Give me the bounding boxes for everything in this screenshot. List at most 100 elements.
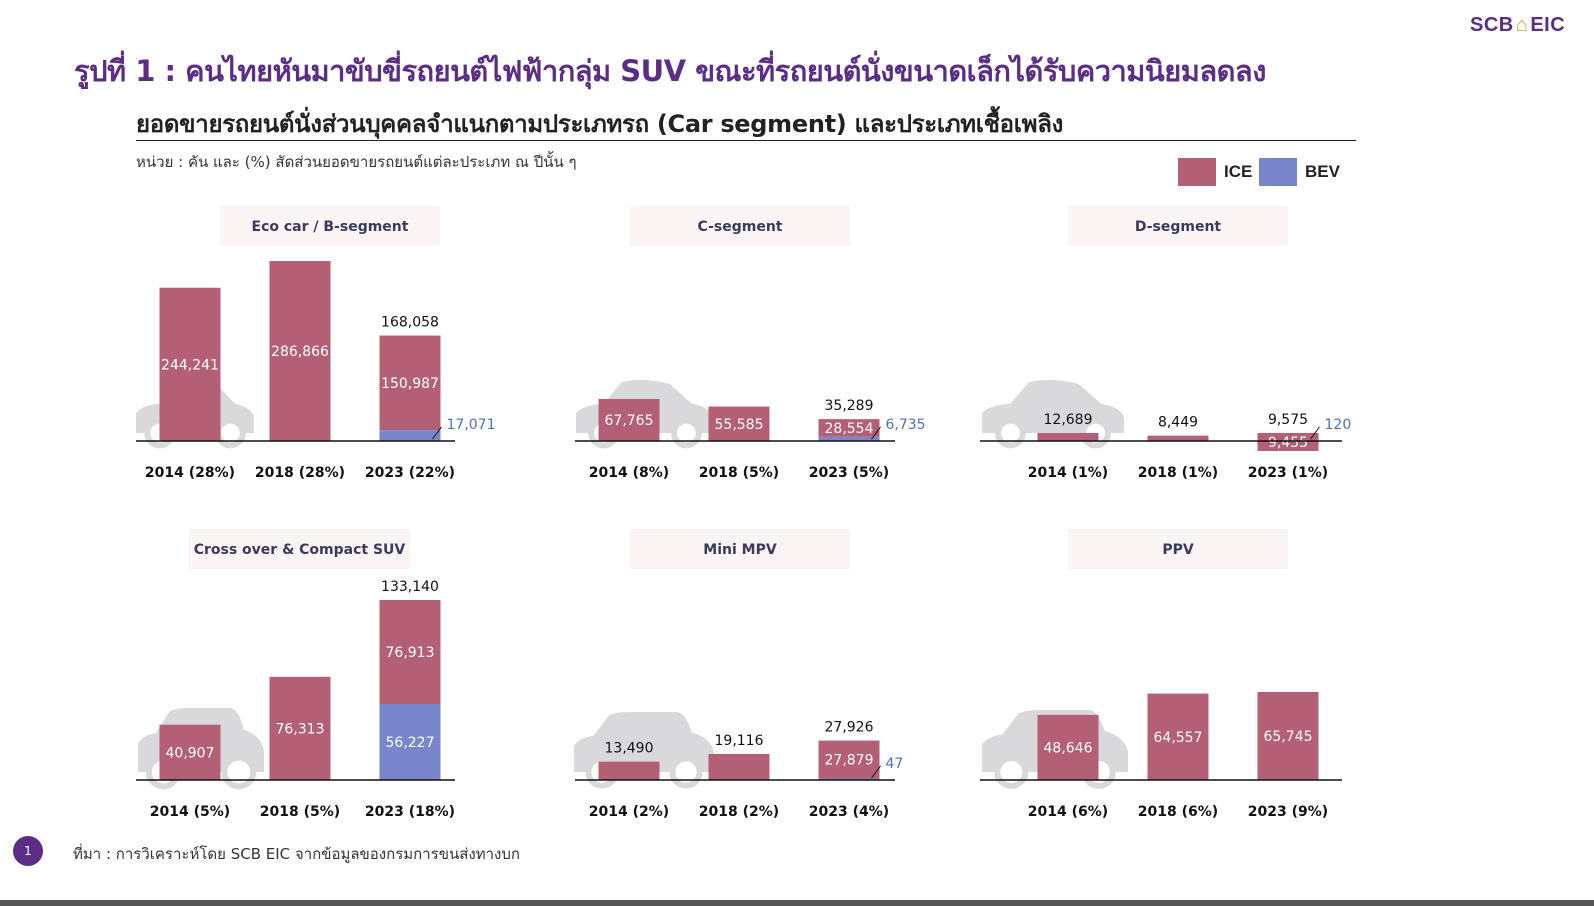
bar-bev-1-2 (818, 436, 880, 441)
value-total-0-2: 168,058 (381, 315, 439, 331)
page-number-badge: 1 (13, 836, 43, 866)
bar-ice-5-0 (1037, 714, 1099, 780)
value-ice-3-1: 76,313 (276, 721, 325, 737)
value-bev-1-2: 6,735 (886, 417, 926, 433)
x-label-2-0: 2014 (1%) (1028, 465, 1108, 481)
value-ice-2-2: 9,455 (1268, 435, 1308, 451)
value-ice-3-0: 40,907 (166, 745, 215, 761)
value-total-2-0: 12,689 (1044, 412, 1093, 428)
car-wheel-rear-4 (669, 755, 703, 789)
bar-ice-5-2 (1257, 692, 1319, 780)
legend-ice-swatch (1178, 158, 1216, 186)
value-ice-0-1: 286,866 (271, 344, 329, 360)
value-total-4-1: 19,116 (715, 733, 764, 749)
segment-label-bg-4 (630, 529, 850, 569)
bar-ice-4-2 (818, 740, 880, 779)
legend-bev-label: BEV (1305, 162, 1340, 181)
value-ice-4-2: 27,879 (825, 753, 874, 769)
x-label-1-2: 2023 (5%) (809, 465, 889, 481)
chart-subtitle: ยอดขายรถยนต์นั่งส่วนบุคคลจำแนกตามประเภทร… (136, 110, 1064, 138)
segment-label-bg-1 (630, 206, 850, 246)
x-label-4-0: 2014 (2%) (589, 804, 669, 820)
segment-label-bg-2 (1068, 206, 1288, 246)
value-total-1-2: 35,289 (825, 398, 874, 414)
x-label-2-1: 2018 (1%) (1138, 465, 1218, 481)
bar-ice-3-1 (269, 676, 331, 780)
value-total-4-0: 13,490 (605, 741, 654, 757)
value-bev-2-2: 120 (1325, 417, 1352, 433)
legend-bev: BEV (1259, 158, 1340, 186)
x-label-3-2: 2023 (18%) (365, 804, 455, 820)
bar-ice-1-1 (708, 406, 770, 441)
value-ice-1-0: 67,765 (605, 413, 654, 429)
leader-bev-1-2 (871, 426, 881, 440)
x-label-4-2: 2023 (4%) (809, 804, 889, 820)
legend-bev-swatch (1259, 158, 1297, 186)
segment-label-bg-5 (1068, 529, 1288, 569)
value-ice-1-1: 55,585 (715, 417, 764, 433)
bar-bev-0-2 (379, 430, 441, 441)
segment-label-3: Cross over & Compact SUV (194, 542, 406, 558)
segment-label-0: Eco car / B-segment (252, 219, 409, 235)
bar-ice-0-2 (379, 335, 441, 431)
segment-label-1: C-segment (698, 219, 783, 235)
leader-bev-2-2 (1310, 426, 1320, 440)
bar-ice-4-0 (598, 761, 660, 780)
segment-label-5: PPV (1162, 542, 1194, 558)
x-label-3-1: 2018 (5%) (260, 804, 340, 820)
value-ice-5-0: 48,646 (1044, 740, 1093, 756)
bar-ice-4-1 (708, 753, 770, 780)
value-ice-5-2: 65,745 (1264, 729, 1313, 745)
x-label-5-2: 2023 (9%) (1248, 804, 1328, 820)
segment-label-4: Mini MPV (703, 542, 777, 558)
value-total-2-1: 8,449 (1158, 415, 1198, 431)
x-label-1-0: 2014 (8%) (589, 465, 669, 481)
x-label-4-1: 2018 (2%) (699, 804, 779, 820)
bar-ice-1-2 (818, 419, 880, 437)
logo-text: SCB (1470, 14, 1514, 36)
x-label-2-2: 2023 (1%) (1248, 465, 1328, 481)
bar-ice-2-0 (1037, 433, 1099, 441)
bar-bev-3-2 (379, 703, 441, 780)
legend-ice: ICE (1178, 158, 1252, 186)
subtitle-divider (136, 140, 1356, 141)
bar-ice-0-1 (269, 261, 331, 441)
segment-label-bg-0 (220, 206, 440, 246)
house-icon: ⌂ (1515, 14, 1529, 36)
car-wheel-front-5 (994, 755, 1029, 789)
value-ice-3-2: 76,913 (386, 645, 435, 661)
bar-ice-2-1 (1147, 435, 1209, 441)
value-ice-1-2: 28,554 (825, 421, 874, 437)
x-label-0-1: 2018 (28%) (255, 465, 345, 481)
x-label-5-1: 2018 (6%) (1138, 804, 1218, 820)
scb-eic-logo: SCB ⌂ EIC (1470, 14, 1565, 37)
leader-bev-4-2 (871, 765, 881, 779)
x-label-3-0: 2014 (5%) (150, 804, 230, 820)
figure-title: รูปที่ 1 : คนไทยหันมาขับขี่รถยนต์ไฟฟ้ากล… (74, 54, 1266, 88)
value-total-4-2: 27,926 (825, 720, 874, 736)
segment-label-2: D-segment (1135, 219, 1222, 235)
value-bev-3-2: 56,227 (386, 735, 435, 751)
value-bev-0-2: 17,071 (447, 417, 496, 433)
bar-ice-1-0 (598, 399, 660, 441)
x-label-1-1: 2018 (5%) (699, 465, 779, 481)
leader-bev-0-2 (432, 426, 442, 440)
car-wheel-rear-1 (671, 417, 702, 449)
unit-note: หน่วย : คัน และ (%) สัดส่วนยอดขายรถยนต์แ… (136, 153, 577, 171)
bar-ice-0-0 (159, 287, 221, 441)
x-label-0-2: 2023 (22%) (365, 465, 455, 481)
logo-suffix: EIC (1530, 14, 1566, 36)
value-ice-0-2: 150,987 (381, 376, 439, 392)
segment-label-bg-3 (189, 529, 410, 569)
source-note: ที่มา : การวิเคราะห์โดย SCB EIC จากข้อมู… (73, 845, 520, 863)
value-total-3-2: 133,140 (381, 579, 439, 595)
car-wheel-front-2 (995, 417, 1026, 449)
bottom-border (0, 900, 1594, 906)
bar-ice-3-0 (159, 724, 221, 780)
legend-ice-label: ICE (1224, 162, 1253, 181)
x-label-5-0: 2014 (6%) (1028, 804, 1108, 820)
value-ice-5-1: 64,557 (1154, 730, 1203, 746)
bar-ice-3-2 (379, 600, 441, 704)
value-ice-0-0: 244,241 (161, 357, 219, 373)
